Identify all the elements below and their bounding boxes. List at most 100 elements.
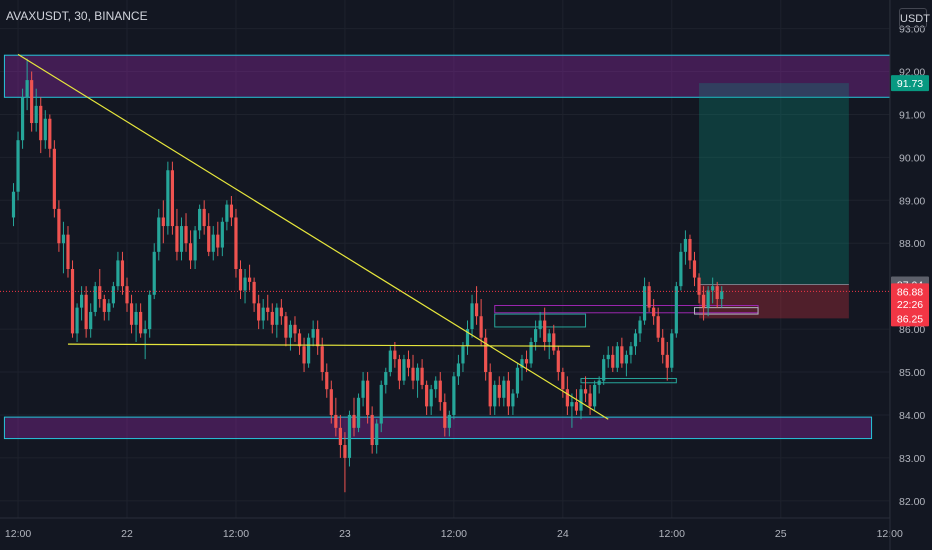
candle-body xyxy=(325,372,329,390)
purple-zone[interactable] xyxy=(3,54,891,98)
candle-body xyxy=(361,380,365,398)
candle-body xyxy=(347,414,352,458)
candle-body xyxy=(484,337,488,373)
candle xyxy=(170,161,174,235)
candle xyxy=(593,380,597,411)
candle xyxy=(443,393,447,437)
candle-body xyxy=(48,118,52,149)
x-tick-label: 12:00 xyxy=(441,528,467,540)
candle xyxy=(547,329,551,360)
y-tick-label: 86.00 xyxy=(899,324,925,336)
x-tick-label: 12:00 xyxy=(659,528,685,540)
candle xyxy=(647,281,651,312)
trendline[interactable] xyxy=(67,343,591,347)
candle-body xyxy=(452,376,456,415)
candle-body xyxy=(75,307,79,334)
profit-zone[interactable] xyxy=(699,83,849,285)
candle-body xyxy=(470,303,474,330)
candle xyxy=(129,294,134,334)
candle-body xyxy=(497,384,501,398)
candle xyxy=(561,367,565,398)
candle-body xyxy=(570,402,574,407)
candle-body xyxy=(420,367,424,385)
purple-zone[interactable] xyxy=(3,416,873,440)
candle xyxy=(597,376,601,394)
candle-body xyxy=(538,320,542,330)
price-tag-label: 22:26 xyxy=(897,299,923,311)
candle-body xyxy=(652,307,656,317)
x-tick-label: 24 xyxy=(557,528,569,540)
candles xyxy=(11,58,724,493)
candle-body xyxy=(25,80,29,98)
candle-body xyxy=(670,333,674,368)
candle-body xyxy=(425,384,429,407)
candle xyxy=(701,286,706,321)
candle-body xyxy=(488,372,492,407)
candle xyxy=(193,226,197,269)
y-tick-label: 83.00 xyxy=(899,453,925,465)
trendline[interactable] xyxy=(17,53,609,420)
candle xyxy=(379,380,383,433)
candle xyxy=(184,213,188,252)
candle xyxy=(356,393,361,433)
candle-body xyxy=(370,414,374,446)
candle xyxy=(261,299,265,330)
candle-body xyxy=(388,350,392,373)
candle xyxy=(538,311,542,338)
y-tick-label: 89.00 xyxy=(899,195,925,207)
candle xyxy=(134,303,138,342)
candle xyxy=(384,367,388,394)
candle-body xyxy=(111,286,115,304)
currency-unit-button[interactable]: USDT xyxy=(899,8,930,28)
candle xyxy=(425,380,429,415)
candle-body xyxy=(120,260,125,287)
candle-body xyxy=(134,311,138,325)
candle xyxy=(352,397,356,437)
candle-body xyxy=(80,294,84,308)
candle-body xyxy=(316,329,320,347)
candle xyxy=(188,230,193,269)
candle-body xyxy=(193,230,197,261)
candle xyxy=(107,299,111,321)
y-tick-label: 90.00 xyxy=(899,152,925,164)
candle xyxy=(674,281,678,338)
candle xyxy=(57,200,61,252)
candle-body xyxy=(234,217,238,269)
candle xyxy=(302,337,306,373)
candle xyxy=(139,303,143,338)
candle xyxy=(366,372,370,424)
candle-body xyxy=(188,243,193,261)
candle-body xyxy=(534,329,538,342)
rectangle-drawing[interactable] xyxy=(580,377,677,384)
candle-body xyxy=(692,260,697,278)
candle xyxy=(347,410,352,467)
candle-body xyxy=(379,384,383,424)
candle-body xyxy=(411,367,415,381)
candle xyxy=(697,273,701,304)
candle xyxy=(470,294,474,338)
candle xyxy=(257,294,261,330)
candle xyxy=(43,110,47,149)
rectangle-drawing[interactable] xyxy=(694,307,759,315)
candle xyxy=(207,213,211,257)
candle xyxy=(620,337,624,368)
candle-body xyxy=(270,311,274,325)
candle xyxy=(343,432,347,493)
candle-body xyxy=(629,346,633,355)
candle-body xyxy=(479,316,483,338)
candle-body xyxy=(606,354,610,360)
candle xyxy=(102,294,106,321)
price-tag-bg xyxy=(891,283,929,300)
candle-body xyxy=(443,402,447,428)
candle-body xyxy=(561,372,565,390)
x-tick-label: 25 xyxy=(775,528,787,540)
candle-body xyxy=(211,234,215,252)
candle-body xyxy=(247,277,252,282)
candle xyxy=(252,277,256,312)
candle-body xyxy=(166,170,170,227)
candle-body xyxy=(597,380,601,385)
x-tick-label: 12:00 xyxy=(5,528,31,540)
candle-body xyxy=(70,269,75,334)
